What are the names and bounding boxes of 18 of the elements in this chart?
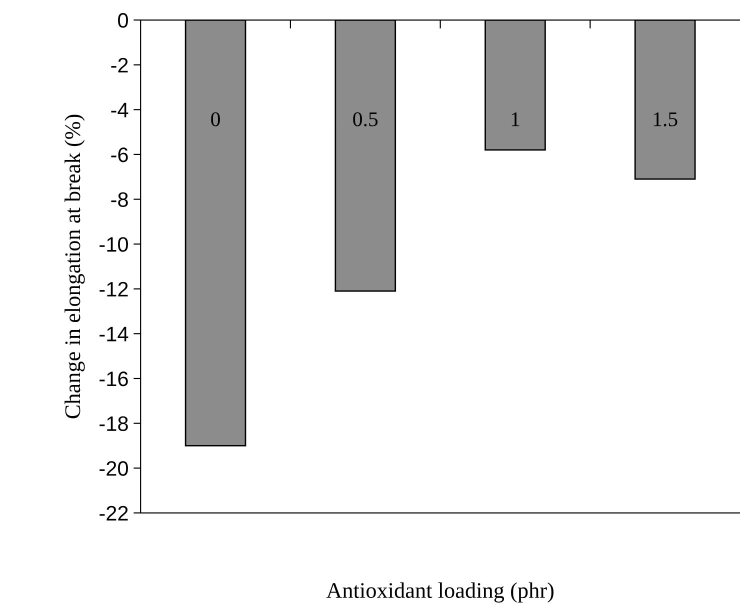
- y-tick-label: -16: [100, 371, 128, 386]
- y-tick-label: -22: [100, 506, 128, 520]
- y-tick-label: -4: [111, 102, 128, 118]
- y-axis-title: Change in elongation at break (%): [64, 114, 85, 418]
- y-tick-label: -2: [111, 58, 128, 72]
- y-tick-label: -14: [100, 326, 128, 342]
- x-tick-label: 0: [211, 112, 220, 126]
- y-tick-label: 0: [118, 13, 128, 28]
- y-tick-label: -20: [100, 461, 128, 476]
- x-tick-label: 1: [512, 112, 520, 126]
- y-tick-label: -10: [100, 237, 128, 252]
- y-tick-label: -12: [100, 282, 128, 296]
- x-tick-label: 0.5: [353, 112, 378, 126]
- y-tick-label: -6: [111, 147, 128, 162]
- x-tick-label: 1.5: [654, 112, 678, 126]
- y-tick-label: -18: [100, 416, 128, 432]
- x-axis-title: Antioxidant loading (phr): [326, 582, 554, 603]
- y-tick-label: -8: [111, 192, 128, 208]
